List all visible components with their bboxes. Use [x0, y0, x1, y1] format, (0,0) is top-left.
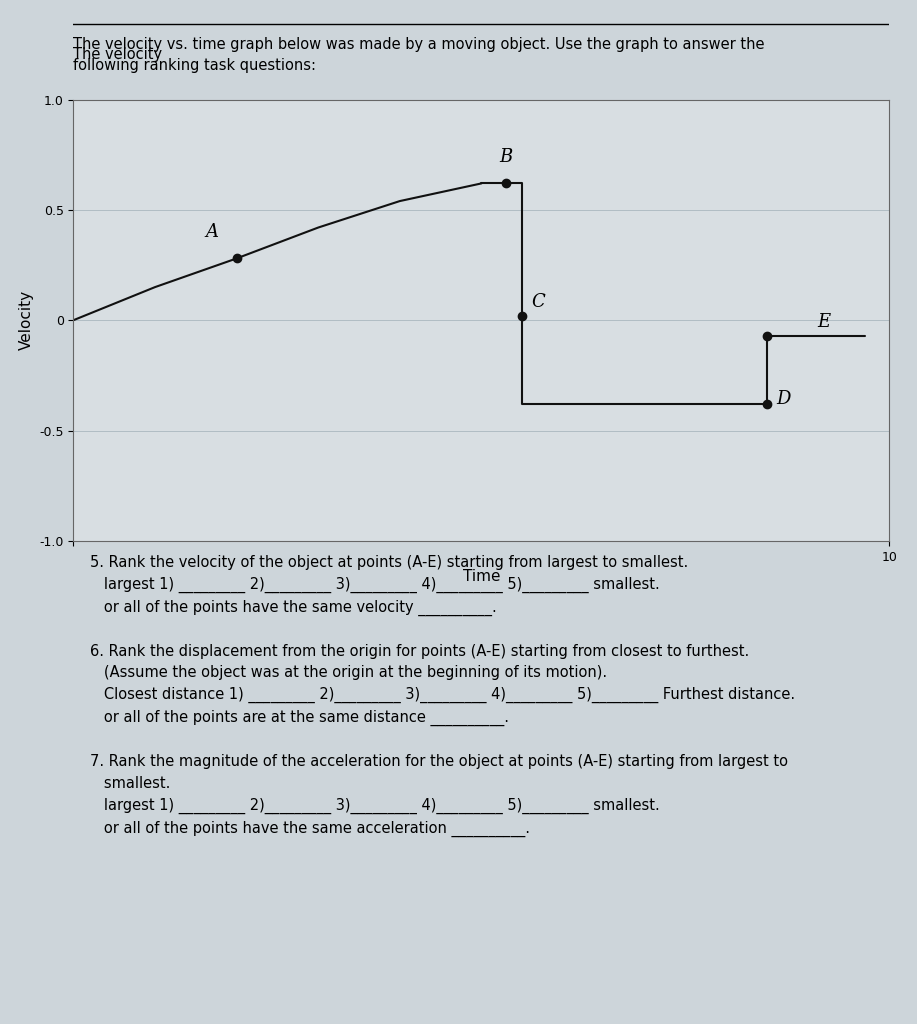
- X-axis label: Time: Time: [463, 569, 500, 584]
- Y-axis label: Velocity: Velocity: [18, 290, 34, 350]
- Text: D: D: [776, 390, 790, 409]
- Text: The velocity vs. time graph below was made by a moving object. Use the graph to : The velocity vs. time graph below was ma…: [73, 37, 765, 73]
- Text: C: C: [532, 294, 546, 311]
- Text: E: E: [818, 313, 831, 331]
- Text: 5. Rank the velocity of the object at points (A-E) starting from largest to smal: 5. Rank the velocity of the object at po…: [90, 555, 795, 837]
- Text: The velocity: The velocity: [73, 47, 167, 62]
- Text: A: A: [205, 223, 218, 241]
- Text: B: B: [499, 147, 513, 166]
